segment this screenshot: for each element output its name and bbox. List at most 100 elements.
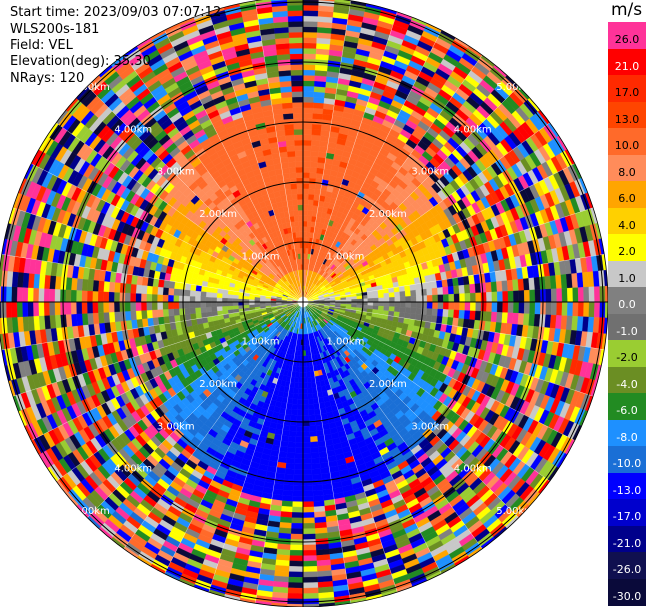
range-gate (314, 522, 327, 529)
range-gate (287, 446, 296, 454)
range-gate (314, 183, 322, 191)
range-gate (556, 288, 563, 303)
range-gate (302, 582, 319, 589)
range-gate (280, 505, 293, 513)
range-gate (302, 566, 318, 573)
range-gate (311, 123, 322, 131)
range-gate (310, 156, 319, 163)
range-gate (288, 436, 297, 443)
range-gate (534, 289, 541, 303)
range-gate (367, 294, 374, 299)
range-gate (367, 301, 374, 306)
range-gate (312, 113, 323, 120)
range-gate (306, 220, 312, 227)
range-gate (501, 312, 509, 324)
range-gate (306, 366, 311, 373)
range-gate (302, 576, 318, 583)
range-gate (311, 462, 321, 470)
range-gate (432, 294, 439, 303)
range-gate (469, 283, 476, 294)
range-gate (313, 500, 325, 508)
range-gate (302, 409, 310, 416)
range-gate (302, 37, 317, 44)
range-gate (190, 313, 197, 320)
range-gate (426, 295, 433, 303)
range-gate (311, 134, 321, 142)
range-gate (314, 413, 322, 421)
range-gate (291, 506, 304, 513)
range-gate (291, 517, 304, 524)
range-gate (502, 301, 509, 313)
range-gate (281, 500, 293, 508)
range-gate (470, 301, 476, 312)
range-gate (189, 307, 196, 315)
range-gate (431, 287, 438, 296)
range-gate (512, 279, 519, 292)
range-gate (216, 306, 223, 312)
range-gate (302, 506, 315, 513)
range-gate (135, 310, 143, 320)
range-gate (302, 512, 315, 519)
range-gate (507, 301, 514, 314)
range-gate (296, 425, 304, 432)
range-gate (292, 485, 304, 492)
range-gate (311, 457, 321, 464)
range-gate (372, 297, 379, 303)
range-gate (302, 366, 307, 373)
range-gate (356, 295, 363, 300)
range-gate (437, 294, 444, 303)
range-gate (293, 474, 304, 481)
range-gate (173, 308, 180, 316)
range-gate (307, 215, 313, 222)
range-gate (313, 86, 326, 93)
range-gate (315, 172, 324, 180)
range-gate (227, 305, 234, 311)
range-gate (414, 313, 422, 321)
range-gate (404, 290, 412, 297)
range-gate (302, 156, 311, 162)
range-gate (302, 15, 319, 22)
range-gate (313, 511, 326, 518)
range-gate (311, 140, 321, 147)
range-gate (486, 301, 493, 313)
range-gate (302, 485, 314, 492)
range-gate (464, 301, 471, 311)
range-gate (302, 210, 308, 216)
range-gate (367, 298, 374, 303)
range-gate (306, 371, 312, 378)
range-gate (399, 301, 406, 308)
range-gate (351, 296, 358, 300)
range-gate (302, 53, 317, 60)
range-gate (293, 479, 304, 486)
range-gate (577, 301, 584, 317)
range-gate (480, 311, 487, 322)
range-gate (529, 301, 536, 315)
range-gate (285, 408, 292, 415)
range-gate (211, 306, 218, 312)
range-gate (389, 297, 395, 303)
range-gate (523, 278, 530, 291)
range-gate (447, 309, 455, 318)
range-gate (469, 310, 476, 321)
range-gate (534, 301, 541, 315)
range-gate (302, 479, 313, 486)
range-gate (288, 576, 304, 583)
range-gate (410, 295, 417, 303)
range-gate (302, 80, 315, 87)
range-gate (302, 522, 316, 529)
range-gate (287, 593, 304, 600)
range-gate (475, 292, 482, 303)
range-gate (414, 283, 422, 291)
range-gate (294, 463, 304, 470)
range-gate (302, 134, 312, 141)
range-gate (298, 377, 304, 384)
range-gate (302, 533, 316, 540)
range-gate (280, 511, 293, 518)
range-gate (302, 123, 313, 130)
range-gate (302, 393, 309, 400)
range-gate (281, 495, 293, 502)
range-gate (302, 463, 312, 470)
range-gate (302, 145, 312, 152)
range-gate (221, 305, 228, 311)
range-gate (410, 307, 417, 315)
